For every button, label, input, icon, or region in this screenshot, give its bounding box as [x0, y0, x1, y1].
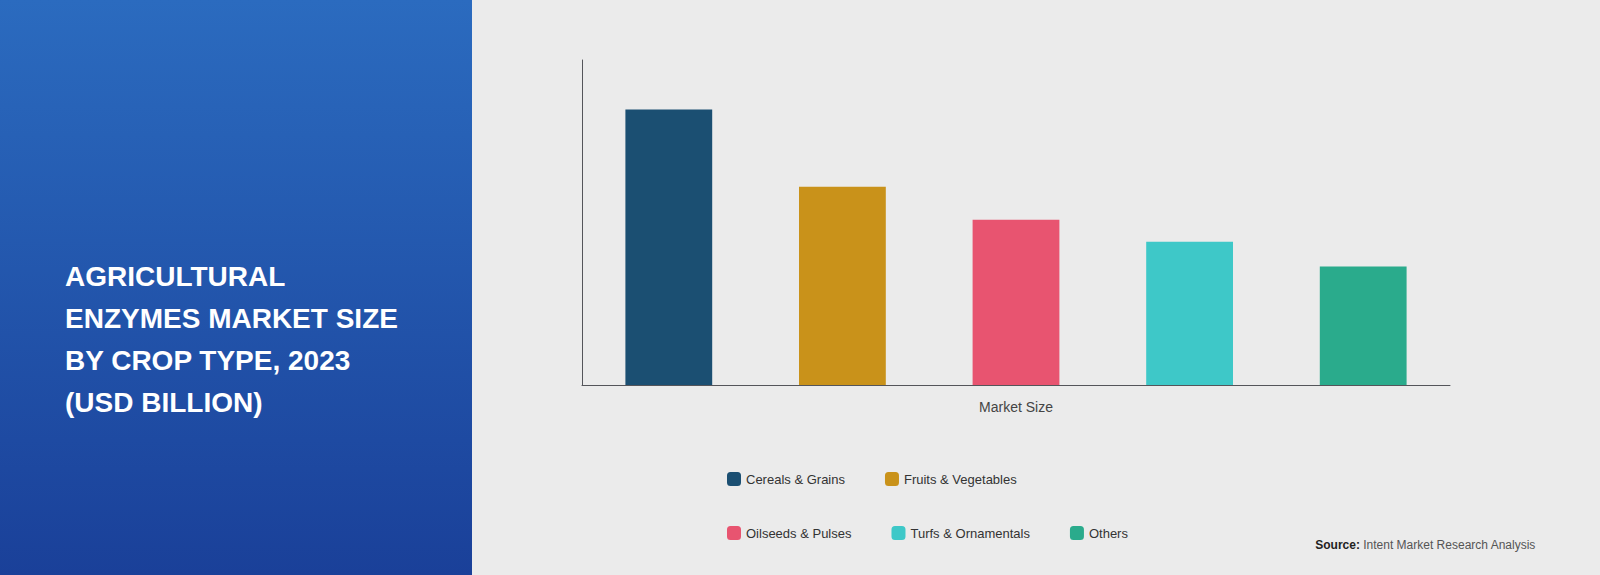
svg-text:Turfs & Ornamentals: Turfs & Ornamentals [910, 526, 1030, 541]
svg-text:BY CROP TYPE, 2023: BY CROP TYPE, 2023 [65, 345, 350, 376]
svg-text:Fruits & Vegetables: Fruits & Vegetables [904, 472, 1017, 487]
svg-text:Cereals & Grains: Cereals & Grains [746, 472, 845, 487]
svg-text:(USD BILLION): (USD BILLION) [65, 387, 263, 418]
svg-text:AGRICULTURAL: AGRICULTURAL [65, 261, 285, 292]
svg-text:Source:: Source: [1315, 538, 1360, 552]
svg-text:Intent Market Research Analysi: Intent Market Research Analysis [1363, 538, 1535, 552]
svg-text:ENZYMES MARKET SIZE: ENZYMES MARKET SIZE [65, 303, 398, 334]
svg-text:Market Size: Market Size [979, 399, 1053, 415]
svg-text:Others: Others [1089, 526, 1129, 541]
svg-text:Oilseeds & Pulses: Oilseeds & Pulses [746, 526, 852, 541]
